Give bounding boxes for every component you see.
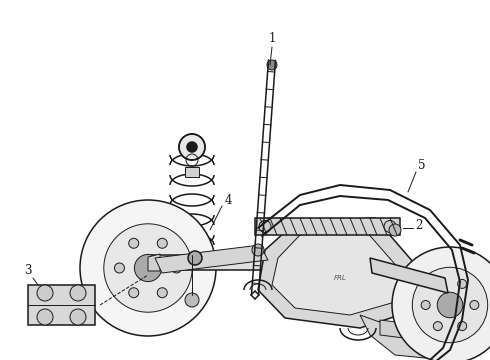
Circle shape (458, 321, 466, 330)
Circle shape (129, 288, 139, 298)
Circle shape (80, 200, 216, 336)
Text: 4: 4 (225, 194, 232, 207)
Polygon shape (255, 218, 400, 235)
Polygon shape (155, 245, 268, 273)
Circle shape (187, 142, 197, 152)
Polygon shape (360, 315, 445, 360)
Circle shape (437, 292, 463, 318)
Circle shape (267, 60, 277, 70)
Polygon shape (258, 218, 420, 328)
Polygon shape (370, 258, 448, 293)
Circle shape (259, 220, 271, 233)
Circle shape (252, 244, 264, 256)
Circle shape (37, 285, 53, 301)
Polygon shape (148, 254, 160, 271)
Circle shape (458, 279, 466, 288)
Text: 5: 5 (418, 158, 425, 171)
Circle shape (37, 309, 53, 325)
Circle shape (412, 267, 488, 343)
Circle shape (433, 321, 442, 330)
Circle shape (172, 263, 182, 273)
Circle shape (70, 309, 86, 325)
Circle shape (470, 301, 479, 310)
Circle shape (129, 238, 139, 248)
Circle shape (384, 220, 396, 233)
Text: 3: 3 (24, 264, 32, 276)
Circle shape (433, 279, 442, 288)
Text: 2: 2 (415, 219, 422, 231)
Circle shape (157, 238, 167, 248)
Polygon shape (272, 230, 400, 315)
Text: FRL: FRL (334, 275, 346, 281)
Circle shape (421, 301, 430, 310)
Circle shape (392, 247, 490, 360)
Polygon shape (152, 255, 370, 270)
Circle shape (389, 224, 401, 236)
Polygon shape (28, 285, 95, 325)
Circle shape (188, 251, 202, 265)
Circle shape (157, 288, 167, 298)
Text: 1: 1 (269, 32, 276, 45)
Circle shape (185, 293, 199, 307)
Polygon shape (380, 320, 460, 345)
Circle shape (70, 285, 86, 301)
Circle shape (179, 134, 205, 160)
Circle shape (134, 255, 162, 282)
Polygon shape (185, 167, 199, 177)
Circle shape (115, 263, 124, 273)
Circle shape (104, 224, 192, 312)
